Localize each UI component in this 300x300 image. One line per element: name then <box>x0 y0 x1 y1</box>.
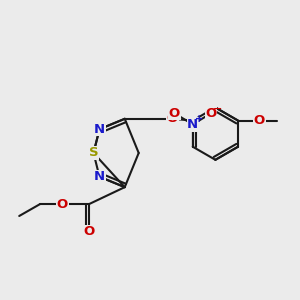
Text: O: O <box>169 106 180 120</box>
Text: O: O <box>206 106 217 120</box>
Text: O: O <box>57 198 68 211</box>
Text: N: N <box>187 118 198 131</box>
Text: S: S <box>89 146 98 160</box>
Text: O: O <box>83 225 95 238</box>
Text: N: N <box>94 170 105 183</box>
Text: +: + <box>195 114 203 124</box>
Text: O: O <box>167 112 178 125</box>
Text: N: N <box>94 123 105 136</box>
Text: −: − <box>213 104 222 114</box>
Text: O: O <box>254 114 265 127</box>
